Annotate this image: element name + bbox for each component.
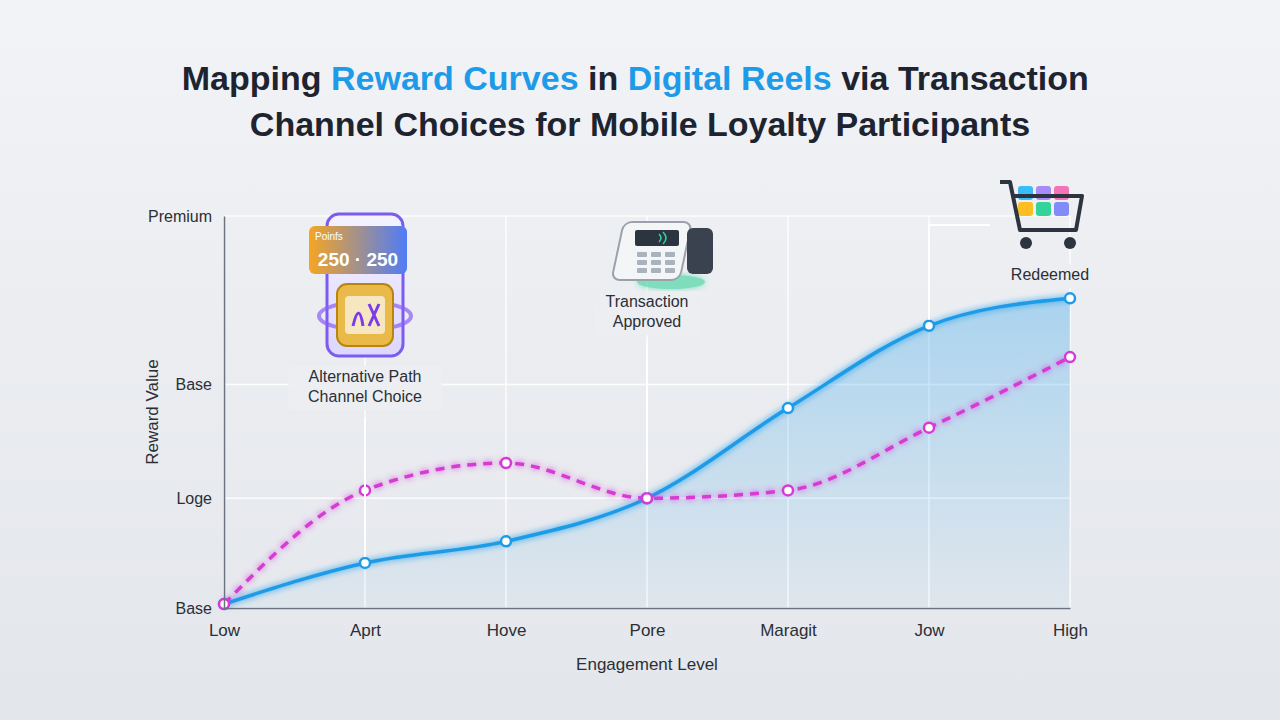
x-tick-label: High <box>1053 621 1088 640</box>
title-line: Mapping Reward Curves in Digital Reels v… <box>182 59 1098 97</box>
annotation-patch <box>1009 264 1091 288</box>
x-tick: Pore <box>630 608 666 640</box>
title-line: Channel Choices for Mobile Loyalty Parti… <box>250 105 1030 143</box>
terminal-key <box>651 260 661 265</box>
series-marker <box>1065 293 1075 303</box>
x-tick: Low <box>209 608 241 640</box>
cart-wheel <box>1020 237 1032 249</box>
chart-container: Mapping Reward Curves in Digital Reels v… <box>0 0 1280 720</box>
cart-basket <box>1000 182 1082 230</box>
y-axis-line <box>224 217 226 609</box>
annotation-patch <box>288 366 441 410</box>
x-tick: Hove <box>487 608 527 640</box>
series-marker <box>1065 352 1075 362</box>
terminal-screen <box>635 230 679 246</box>
title-segment: Reward Curves <box>331 59 579 97</box>
y-tick-label: Loge <box>176 490 212 507</box>
y-tick: Loge <box>176 490 224 507</box>
reel-window <box>345 296 385 334</box>
series-marker <box>501 458 511 468</box>
y-tick-label: Base <box>176 376 213 393</box>
x-tick: High <box>1053 608 1088 640</box>
y-tick: Premium <box>148 208 224 225</box>
background <box>0 0 1280 720</box>
x-tick-label: Pore <box>630 621 666 640</box>
chart-svg: Mapping Reward Curves in Digital Reels v… <box>0 0 1280 720</box>
reel <box>337 284 393 346</box>
y-tick-label: Base <box>176 600 213 617</box>
series-marker <box>501 536 511 546</box>
title-segment: Digital Reels <box>628 59 832 97</box>
badge-label: Poinfs <box>315 231 343 242</box>
terminal-nfc <box>659 232 666 244</box>
x-tick-label: Hove <box>487 621 527 640</box>
x-tick-label: Jow <box>914 621 945 640</box>
annotations: Poinfs 250 · 250 Alternative Path Channel C… <box>288 182 1091 557</box>
annotation-line: Approved <box>613 313 682 330</box>
icon-phone: Poinfs 250 · 250 <box>309 214 411 356</box>
x-axis: Low Aprt Hove Pore Maragit Jow High <box>209 608 1088 640</box>
x-axis-title: Engagement Level <box>576 655 718 674</box>
leader-line <box>364 418 366 557</box>
title-segment: Channel Choices for Mobile Loyalty Parti… <box>250 105 1030 143</box>
y-tick: Base <box>176 600 224 617</box>
annotation-patch <box>593 291 702 335</box>
terminal-key <box>665 268 675 273</box>
series-marker <box>783 403 793 413</box>
cart-item <box>1054 202 1069 216</box>
leader-line <box>646 343 648 492</box>
y-tick-label: Premium <box>148 208 212 225</box>
cart-wheel <box>1064 237 1076 249</box>
annotation: Poinfs 250 · 250 Alternative Path Channel C… <box>288 214 441 557</box>
series-marker <box>924 423 934 433</box>
icon-terminal <box>611 222 713 289</box>
badge-value: 250 · 250 <box>318 249 398 270</box>
series-marker <box>783 485 793 495</box>
annotation-line: Alternative Path <box>309 368 422 385</box>
terminal-reader <box>687 228 713 274</box>
x-tick-label: Aprt <box>350 621 381 640</box>
icon-cart <box>1000 182 1082 249</box>
annotation: Transaction Approved <box>593 222 713 492</box>
title-segment: via Transaction <box>832 59 1098 97</box>
terminal-key <box>637 260 647 265</box>
annotation-text: Alternative Path Channel Choice <box>308 368 422 405</box>
annotation-line: Redeemed <box>1011 266 1089 283</box>
series-marker <box>924 321 934 331</box>
cart-item <box>1036 202 1051 216</box>
terminal-body <box>611 222 691 280</box>
x-tick-label: Maragit <box>760 621 817 640</box>
annotation-text: Transaction Approved <box>606 293 689 330</box>
terminal-key <box>651 252 661 257</box>
terminal-key <box>665 260 675 265</box>
x-tick: Maragit <box>760 608 817 640</box>
title-segment: in <box>579 59 628 97</box>
x-axis-line <box>225 608 1071 610</box>
reel-symbol <box>353 304 379 326</box>
annotation: Redeemed <box>929 182 1091 320</box>
annotation-text: Redeemed <box>1011 266 1089 283</box>
title-segment: Mapping <box>182 59 331 97</box>
terminal-key <box>665 252 675 257</box>
series-marker <box>642 493 652 503</box>
x-tick-label: Low <box>209 621 241 640</box>
terminal-key <box>637 268 647 273</box>
cart-item <box>1018 202 1033 216</box>
badge <box>309 226 407 274</box>
series-marker <box>642 493 652 503</box>
x-tick: Jow <box>914 608 945 640</box>
leader-line <box>929 225 990 320</box>
series-marker <box>360 558 370 568</box>
terminal-key <box>637 252 647 257</box>
annotation-line: Transaction <box>606 293 689 310</box>
grid-line-x <box>223 216 225 608</box>
y-tick: Base <box>176 376 224 393</box>
annotation-line: Channel Choice <box>308 388 422 405</box>
terminal-key <box>651 268 661 273</box>
x-tick: Aprt <box>350 608 381 640</box>
y-axis-title: Reward Value <box>143 359 162 465</box>
